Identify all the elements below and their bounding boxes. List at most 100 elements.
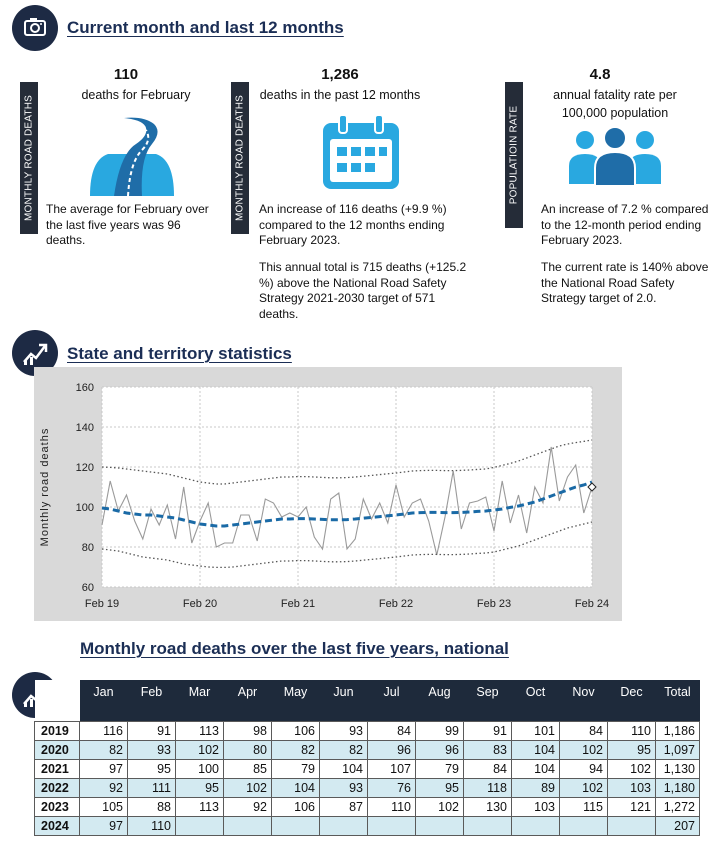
table-cell: 105	[79, 797, 128, 817]
table-cell	[175, 816, 224, 836]
column-header-total: Total	[655, 680, 700, 704]
table-cell: 94	[559, 759, 608, 779]
header-spacer-cell	[319, 704, 368, 722]
x-tick-label: Feb 20	[183, 598, 217, 610]
card3-text1: An increase of 7.2 % compared to the 12-…	[541, 202, 709, 247]
y-tick-label: 140	[76, 422, 94, 434]
table-cell: 97	[79, 816, 128, 836]
row-year: 2023	[34, 797, 80, 817]
table-cell: 111	[127, 778, 176, 798]
table-cell: 95	[607, 740, 656, 760]
table-cell: 110	[127, 816, 176, 836]
header-spacer-cell	[223, 704, 272, 722]
column-header-jun: Jun	[319, 680, 368, 704]
table-cell	[463, 816, 512, 836]
series-trend	[101, 480, 593, 528]
card3-text2: The current rate is 140% above the Natio…	[541, 260, 709, 305]
table-cell: 115	[559, 797, 608, 817]
y-tick-label: 160	[76, 382, 94, 394]
x-tick-label: Feb 24	[575, 598, 609, 610]
table-cell: 96	[415, 740, 464, 760]
plot-area	[102, 387, 592, 587]
column-header-nov: Nov	[559, 680, 608, 704]
table-cell: 110	[607, 721, 656, 741]
x-tick-label: Feb 23	[477, 598, 511, 610]
table-cell: 121	[607, 797, 656, 817]
table-cell: 97	[79, 759, 128, 779]
table-cell	[319, 816, 368, 836]
table-cell: 92	[79, 778, 128, 798]
table-cell: 93	[127, 740, 176, 760]
column-header-sep: Sep	[463, 680, 512, 704]
table-cell: 93	[319, 721, 368, 741]
table-row: 2019 116 91 113 98 106 93 84 99 91 101 84 110 1,186	[34, 721, 700, 741]
column-header-apr: Apr	[223, 680, 272, 704]
table-cell: 106	[271, 721, 320, 741]
y-tick-label: 100	[76, 502, 94, 514]
section-title-table: Monthly road deaths over the last five y…	[80, 639, 509, 658]
header-spacer-cell	[127, 704, 176, 722]
table-cell: 76	[367, 778, 416, 798]
column-header-dec: Dec	[607, 680, 656, 704]
table-cell: 106	[271, 797, 320, 817]
header-spacer-cell	[655, 704, 700, 722]
card2-bar: MONTHLY ROAD DEATHS	[231, 82, 249, 234]
y-tick-label: 80	[82, 542, 94, 554]
table-cell: 102	[223, 778, 272, 798]
header-spacer-cell	[79, 704, 128, 722]
table-cell: 107	[367, 759, 416, 779]
table-cell: 93	[319, 778, 368, 798]
table-cell: 87	[319, 797, 368, 817]
y-axis-label: Monthly road deaths	[39, 428, 51, 547]
y-tick-label: 120	[76, 462, 94, 474]
card2-caption: deaths in the past 12 months	[259, 88, 421, 102]
table-cell: 1,272	[655, 797, 700, 817]
table-cell	[223, 816, 272, 836]
table-cell: 82	[271, 740, 320, 760]
table-cell: 113	[175, 721, 224, 741]
table-cell: 118	[463, 778, 512, 798]
x-tick-label: Feb 21	[281, 598, 315, 610]
chart-panel: 60 80 100 120 140 160 Feb 19 Feb 20 Feb 21 Feb 22…	[34, 367, 622, 621]
table-row: 2022 92 111 95 102 104 93 76 95 118 89 102 103 1,180	[34, 778, 700, 798]
card2-bar-label: MONTHLY ROAD DEATHS	[234, 94, 246, 222]
card3-caption1: annual fatality rate per	[553, 88, 677, 102]
section-title-state: State and territory statistics	[67, 344, 292, 363]
header-spacer-cell	[463, 704, 512, 722]
card3-bar: POPULATIOIN RATE	[505, 82, 523, 228]
column-header-aug: Aug	[415, 680, 464, 704]
table-cell	[271, 816, 320, 836]
table-cell: 110	[367, 797, 416, 817]
table-cell: 84	[559, 721, 608, 741]
table-cell: 101	[511, 721, 560, 741]
table-row: 2021 97 95 100 85 79 104 107 79 84 104 94 102 1,130	[34, 759, 700, 779]
table-cell: 1,180	[655, 778, 700, 798]
table-cell: 104	[511, 740, 560, 760]
table-cell: 91	[127, 721, 176, 741]
table-cell	[559, 816, 608, 836]
card1-text: The average for February over the last f…	[46, 202, 209, 247]
column-header-jan: Jan	[79, 680, 128, 704]
table-cell: 100	[175, 759, 224, 779]
table-cell: 95	[175, 778, 224, 798]
table-cell: 83	[463, 740, 512, 760]
table-row: 2024 97 110 207	[34, 816, 700, 836]
table-cell: 102	[559, 778, 608, 798]
table-cell	[367, 816, 416, 836]
table-cell: 1,186	[655, 721, 700, 741]
series-monthly-deaths	[101, 446, 593, 556]
header-spacer-cell	[559, 704, 608, 722]
header-spacer-cell	[367, 704, 416, 722]
table-header-spacer	[34, 704, 700, 722]
table-cell: 103	[511, 797, 560, 817]
header-spacer-cell	[415, 704, 464, 722]
header-spacer-cell	[175, 704, 224, 722]
table-cell: 99	[415, 721, 464, 741]
card3-value: 4.8	[589, 66, 611, 83]
table-cell	[511, 816, 560, 836]
column-header-jul: Jul	[367, 680, 416, 704]
table-cell: 104	[319, 759, 368, 779]
row-year: 2022	[34, 778, 80, 798]
calendar-icon	[321, 113, 401, 196]
last-value-marker	[587, 482, 597, 492]
